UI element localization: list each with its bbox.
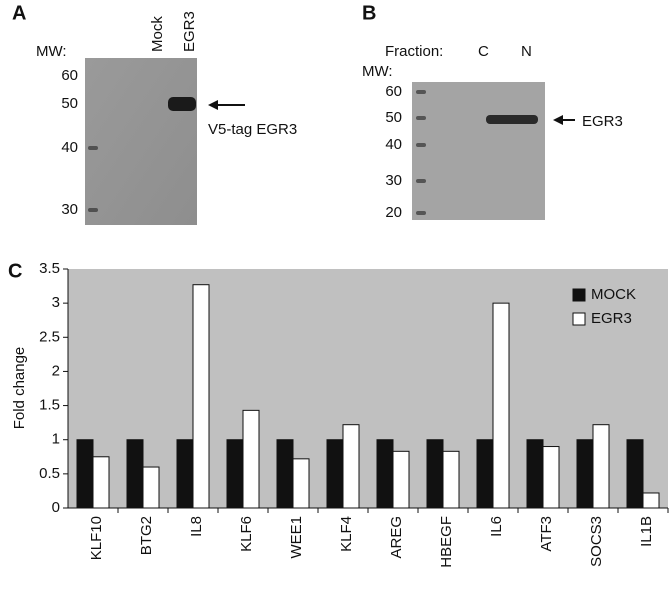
y-tick-label: 1 <box>52 431 60 448</box>
blot-image <box>412 82 545 220</box>
blot-band <box>486 115 538 124</box>
bar <box>226 439 244 509</box>
mw-marker: 40 <box>61 139 78 156</box>
y-tick-label: 3 <box>52 294 60 311</box>
ladder-band <box>416 143 426 147</box>
y-axis-label: Fold change <box>11 347 28 430</box>
mw-marker: 20 <box>385 204 402 221</box>
mw-marker: 60 <box>385 83 402 100</box>
bar <box>576 439 594 509</box>
legend-label: MOCK <box>591 286 636 303</box>
bar <box>92 456 110 509</box>
annotation: EGR3 <box>582 113 623 130</box>
mw-marker: 30 <box>61 201 78 218</box>
blot-band <box>168 97 196 111</box>
lane-label: EGR3 <box>181 11 198 52</box>
annotation: V5-tag EGR3 <box>208 121 297 138</box>
x-tick-label: SOCS3 <box>588 516 605 567</box>
bar <box>542 446 560 509</box>
x-tick-label: IL6 <box>488 516 505 537</box>
x-tick-label: KLF10 <box>88 516 105 560</box>
x-tick-label: BTG2 <box>138 516 155 555</box>
ladder-band <box>416 179 426 183</box>
mw-marker: 30 <box>385 172 402 189</box>
x-tick-label: HBEGF <box>438 516 455 568</box>
panel-label: B <box>362 2 376 24</box>
x-tick-label: IL1B <box>638 516 655 547</box>
x-tick-label: AREG <box>388 516 405 559</box>
blot-image <box>85 58 197 225</box>
y-tick-label: 2 <box>52 362 60 379</box>
legend-swatch <box>572 312 586 326</box>
bar <box>292 458 310 509</box>
bar <box>192 284 210 509</box>
x-tick-label: IL8 <box>188 516 205 537</box>
y-tick-label: 1.5 <box>39 397 60 414</box>
bar <box>342 424 360 509</box>
mw-marker: 50 <box>385 109 402 126</box>
mw-marker: 50 <box>61 95 78 112</box>
ladder-band <box>416 211 426 215</box>
bar <box>276 439 294 509</box>
mw-label: MW: <box>362 63 393 80</box>
y-tick-label: 2.5 <box>39 328 60 345</box>
bar <box>392 450 410 509</box>
bar <box>142 466 160 509</box>
bar <box>326 439 344 509</box>
bar <box>476 439 494 509</box>
lane-label: Mock <box>149 16 166 52</box>
fraction-label: Fraction: <box>385 43 443 60</box>
ladder-band <box>88 208 98 212</box>
x-tick-label: WEE1 <box>288 516 305 559</box>
bar <box>242 409 260 509</box>
bar <box>526 439 544 509</box>
bar <box>642 492 660 509</box>
ladder-band <box>416 90 426 94</box>
bar <box>492 302 510 509</box>
ladder-band <box>416 116 426 120</box>
mw-marker: 60 <box>61 67 78 84</box>
x-tick-label: KLF6 <box>238 516 255 552</box>
mw-marker: 40 <box>385 136 402 153</box>
panel-label: C <box>8 260 22 282</box>
bar <box>626 439 644 509</box>
legend-swatch <box>572 288 586 302</box>
arrow-head <box>553 115 563 125</box>
y-tick-label: 0 <box>52 499 60 516</box>
x-tick-label: ATF3 <box>538 516 555 552</box>
mw-label: MW: <box>36 43 67 60</box>
lane-label: N <box>521 43 532 60</box>
arrow-head <box>208 100 218 110</box>
lane-label: C <box>478 43 489 60</box>
bar <box>592 424 610 509</box>
bar <box>376 439 394 509</box>
bar <box>442 450 460 509</box>
y-tick-label: 0.5 <box>39 465 60 482</box>
panel-label: A <box>12 2 26 24</box>
bar <box>426 439 444 509</box>
bar <box>76 439 94 509</box>
y-tick-label: 3.5 <box>39 260 60 277</box>
x-tick-label: KLF4 <box>338 516 355 552</box>
plot-area <box>68 269 668 508</box>
ladder-band <box>88 146 98 150</box>
legend-label: EGR3 <box>591 310 632 327</box>
bar <box>126 439 144 509</box>
bar <box>176 439 194 509</box>
